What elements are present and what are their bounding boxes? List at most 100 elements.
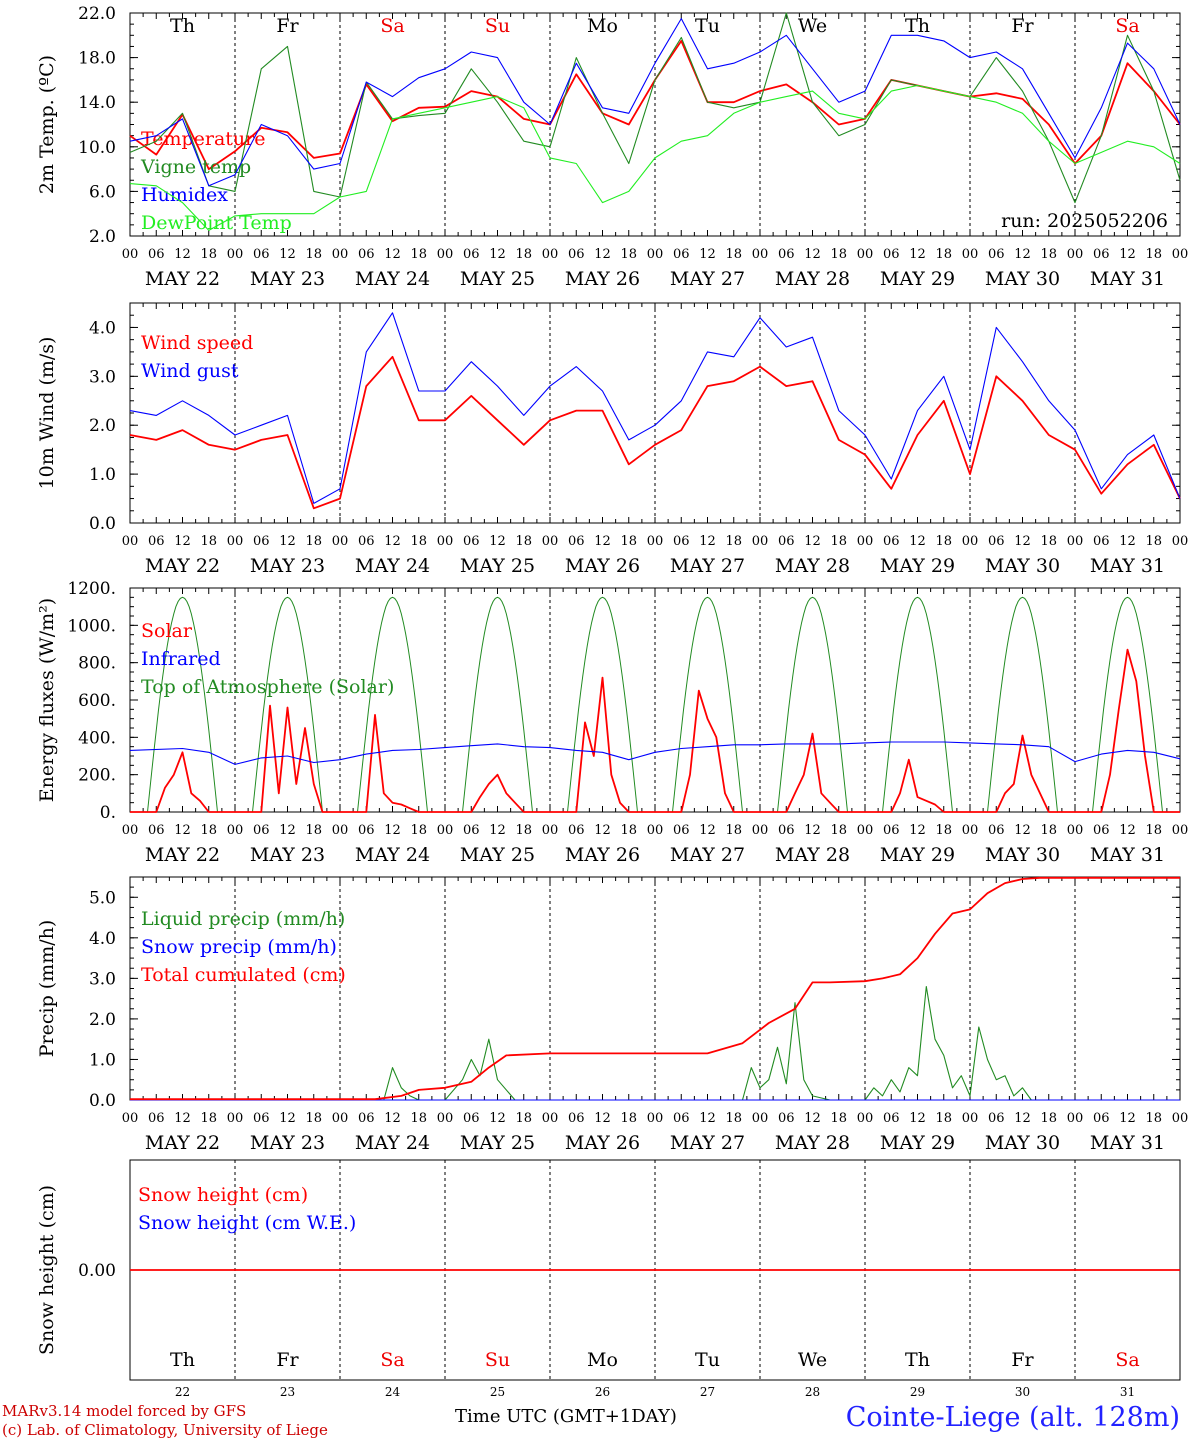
hour-tick-label: 06 xyxy=(1093,534,1110,549)
weekday-label: Sa xyxy=(1115,15,1139,37)
day-number-label: 22 xyxy=(175,1385,190,1399)
hour-tick-label: 12 xyxy=(384,1111,401,1126)
date-label: MAY 23 xyxy=(250,1132,325,1154)
hour-tick-label: 18 xyxy=(305,823,322,838)
hour-tick-label: 12 xyxy=(594,1111,611,1126)
hour-tick-label: 18 xyxy=(935,1111,952,1126)
date-label: MAY 29 xyxy=(880,1132,955,1154)
hour-tick-label: 18 xyxy=(410,247,427,262)
date-label: MAY 31 xyxy=(1090,268,1165,290)
day-number-label: 27 xyxy=(700,1385,715,1399)
hour-tick-label: 06 xyxy=(883,823,900,838)
hour-tick-label: 00 xyxy=(647,1111,664,1126)
hour-tick-label: 18 xyxy=(620,247,637,262)
hour-tick-label: 06 xyxy=(778,1111,795,1126)
run-label: run: 2025052206 xyxy=(1001,210,1168,232)
hour-tick-label: 18 xyxy=(515,247,532,262)
hour-tick-label: 12 xyxy=(909,1111,926,1126)
date-label: MAY 30 xyxy=(985,555,1060,577)
hour-tick-label: 00 xyxy=(857,823,874,838)
y-tick-label: 600. xyxy=(78,691,116,711)
day-number-label: 23 xyxy=(280,1385,295,1399)
hour-tick-label: 00 xyxy=(122,1111,139,1126)
y-tick-label: 200. xyxy=(78,766,116,786)
credit-lab: (c) Lab. of Climatology, University of L… xyxy=(2,1421,328,1439)
hour-tick-label: 00 xyxy=(227,1111,244,1126)
date-label: MAY 25 xyxy=(460,1132,535,1154)
hour-tick-label: 06 xyxy=(358,534,375,549)
hour-tick-label: 18 xyxy=(725,534,742,549)
hour-tick-label: 06 xyxy=(568,247,585,262)
date-label: MAY 26 xyxy=(565,1132,640,1154)
day-number-label: 28 xyxy=(805,1385,820,1399)
date-label: MAY 29 xyxy=(880,268,955,290)
hour-tick-label: 00 xyxy=(1067,1111,1084,1126)
hour-tick-label: 00 xyxy=(227,823,244,838)
weekday-label: Mo xyxy=(587,15,618,37)
plot-frame xyxy=(130,588,1180,812)
hour-tick-label: 12 xyxy=(594,823,611,838)
hour-tick-label: 00 xyxy=(857,534,874,549)
y-tick-label: 2.0 xyxy=(89,416,116,436)
hour-tick-label: 00 xyxy=(647,247,664,262)
hour-tick-label: 00 xyxy=(332,823,349,838)
hour-tick-label: 12 xyxy=(489,823,506,838)
weekday-label: Sa xyxy=(380,1349,404,1371)
hour-tick-label: 06 xyxy=(1093,823,1110,838)
hour-tick-label: 00 xyxy=(437,247,454,262)
hour-tick-label: 00 xyxy=(542,823,559,838)
date-label: MAY 27 xyxy=(670,555,745,577)
hour-tick-label: 12 xyxy=(1119,1111,1136,1126)
hour-tick-label: 12 xyxy=(174,1111,191,1126)
hour-tick-label: 06 xyxy=(148,1111,165,1126)
legend-entry: Infrared xyxy=(141,648,221,670)
y-tick-label: 0.00 xyxy=(78,1261,116,1281)
hour-tick-label: 12 xyxy=(804,534,821,549)
hour-tick-label: 06 xyxy=(673,1111,690,1126)
date-label: MAY 30 xyxy=(985,1132,1060,1154)
hour-tick-label: 06 xyxy=(463,823,480,838)
hour-tick-label: 06 xyxy=(568,823,585,838)
y-tick-label: 1000. xyxy=(67,616,116,636)
hour-tick-label: 06 xyxy=(883,1111,900,1126)
hour-tick-label: 18 xyxy=(1145,1111,1162,1126)
hour-tick-label: 06 xyxy=(358,1111,375,1126)
weekday-label: Su xyxy=(485,15,510,37)
date-label: MAY 27 xyxy=(670,1132,745,1154)
date-label: MAY 25 xyxy=(460,555,535,577)
hour-tick-label: 00 xyxy=(857,1111,874,1126)
hour-tick-label: 00 xyxy=(122,247,139,262)
hour-tick-label: 12 xyxy=(174,247,191,262)
y-tick-label: 10.0 xyxy=(78,138,116,158)
hour-tick-label: 00 xyxy=(122,534,139,549)
legend-entry: Wind gust xyxy=(141,360,239,382)
weekday-label: Mo xyxy=(587,1349,618,1371)
hour-tick-label: 18 xyxy=(935,247,952,262)
hour-tick-label: 06 xyxy=(988,534,1005,549)
hour-tick-label: 06 xyxy=(358,247,375,262)
hour-tick-label: 18 xyxy=(305,1111,322,1126)
date-label: MAY 24 xyxy=(355,555,430,577)
hour-tick-label: 12 xyxy=(279,247,296,262)
hour-tick-label: 12 xyxy=(804,823,821,838)
meteogram: 00 06 12 18MAY 2200 06 12 18MAY 2300 06 12 18MAY … xyxy=(0,0,1194,1440)
hour-tick-label: 00 xyxy=(962,534,979,549)
hour-tick-label: 00 xyxy=(752,534,769,549)
hour-tick-label: 00 xyxy=(1067,823,1084,838)
y-tick-label: 800. xyxy=(78,654,116,674)
hour-tick-label: 12 xyxy=(174,823,191,838)
date-label: MAY 31 xyxy=(1090,555,1165,577)
weekday-label: Fr xyxy=(1011,1349,1034,1371)
hour-tick-label: 06 xyxy=(358,823,375,838)
weekday-label: We xyxy=(798,1349,827,1371)
hour-tick-label: 06 xyxy=(778,823,795,838)
legend-entry: Snow height (cm W.E.) xyxy=(138,1212,356,1234)
hour-tick-label: 12 xyxy=(594,247,611,262)
hour-tick-label: 18 xyxy=(830,247,847,262)
hour-tick-label: 00 xyxy=(647,534,664,549)
hour-tick-label: 12 xyxy=(909,823,926,838)
hour-tick-label: 12 xyxy=(594,534,611,549)
day-number-label: 31 xyxy=(1120,1385,1135,1399)
hour-tick-label: 00 xyxy=(1067,534,1084,549)
hour-tick-label: 18 xyxy=(620,534,637,549)
